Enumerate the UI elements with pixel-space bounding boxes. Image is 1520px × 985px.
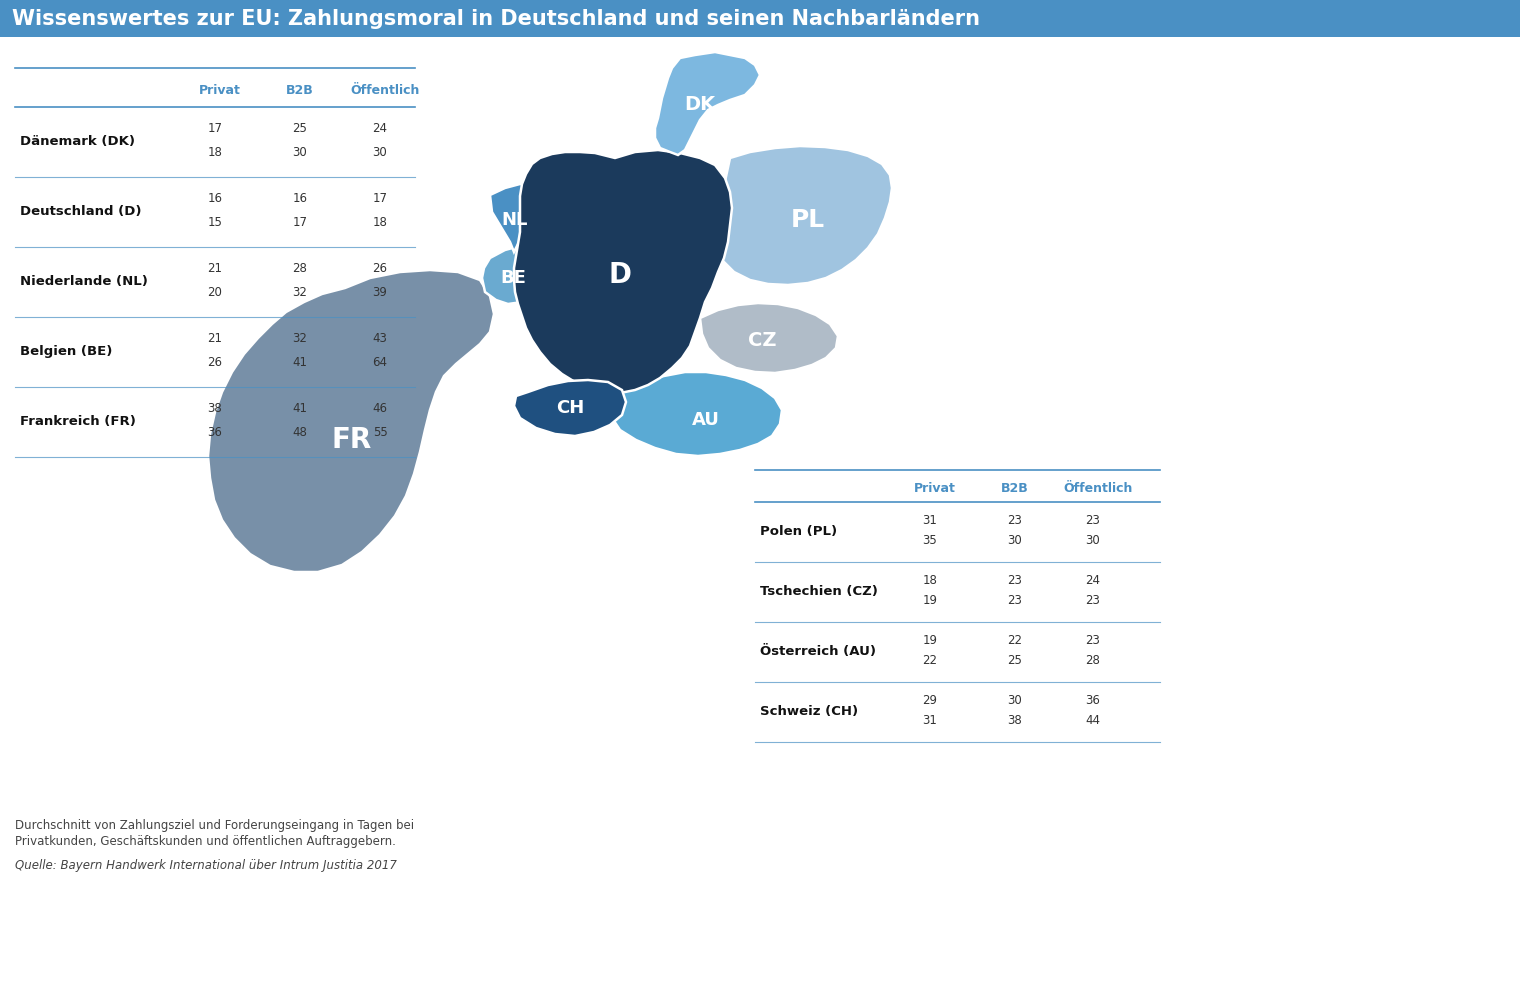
Polygon shape <box>613 372 781 456</box>
Text: Frankreich (FR): Frankreich (FR) <box>20 416 135 428</box>
Text: 25: 25 <box>292 122 307 136</box>
Text: 24: 24 <box>1085 573 1100 586</box>
Text: Wissenswertes zur EU: Zahlungsmoral in Deutschland und seinen Nachbarländern: Wissenswertes zur EU: Zahlungsmoral in D… <box>12 9 980 29</box>
Text: Niederlande (NL): Niederlande (NL) <box>20 276 147 289</box>
Text: 48: 48 <box>292 427 307 439</box>
Text: 23: 23 <box>1008 573 1023 586</box>
Text: 26: 26 <box>208 357 222 369</box>
Text: 19: 19 <box>923 594 938 607</box>
Polygon shape <box>514 150 733 393</box>
Text: NL: NL <box>502 211 527 229</box>
Text: 22: 22 <box>923 653 938 667</box>
Text: 17: 17 <box>208 122 222 136</box>
Text: 16: 16 <box>292 192 307 206</box>
Text: Privat: Privat <box>199 84 242 97</box>
Text: 30: 30 <box>1008 534 1023 547</box>
Polygon shape <box>514 380 626 436</box>
Text: 23: 23 <box>1085 594 1100 607</box>
Text: 23: 23 <box>1008 513 1023 527</box>
Text: 30: 30 <box>372 147 388 160</box>
Text: 38: 38 <box>1008 713 1023 727</box>
Polygon shape <box>714 146 892 285</box>
Text: PL: PL <box>790 208 825 232</box>
Text: 21: 21 <box>208 262 222 276</box>
Text: Quelle: Bayern Handwerk International über Intrum Justitia 2017: Quelle: Bayern Handwerk International üb… <box>15 859 397 872</box>
Text: 41: 41 <box>292 403 307 416</box>
Polygon shape <box>655 52 760 155</box>
Bar <box>0 0 1520 37</box>
Text: 44: 44 <box>1085 713 1100 727</box>
Text: 22: 22 <box>1008 633 1023 646</box>
Text: Privatkunden, Geschäftskunden und öffentlichen Auftraggebern.: Privatkunden, Geschäftskunden und öffent… <box>15 835 395 848</box>
Text: 28: 28 <box>292 262 307 276</box>
Text: Öffentlich: Öffentlich <box>1064 482 1132 494</box>
Text: 39: 39 <box>372 287 388 299</box>
Text: 23: 23 <box>1008 594 1023 607</box>
Text: Öffentlich: Öffentlich <box>350 84 420 97</box>
Text: 30: 30 <box>1085 534 1100 547</box>
Text: Deutschland (D): Deutschland (D) <box>20 206 141 219</box>
Text: 36: 36 <box>1085 693 1100 706</box>
Text: 29: 29 <box>923 693 938 706</box>
Text: Privat: Privat <box>914 482 956 494</box>
Text: 18: 18 <box>208 147 222 160</box>
Text: Tschechien (CZ): Tschechien (CZ) <box>760 585 879 599</box>
Polygon shape <box>482 246 549 304</box>
Text: B2B: B2B <box>1002 482 1029 494</box>
Text: B2B: B2B <box>286 84 313 97</box>
Text: 28: 28 <box>1085 653 1100 667</box>
Text: 18: 18 <box>923 573 938 586</box>
Text: CH: CH <box>556 399 584 417</box>
Text: Polen (PL): Polen (PL) <box>760 526 838 539</box>
Text: 30: 30 <box>1008 693 1023 706</box>
Text: 36: 36 <box>208 427 222 439</box>
Text: BE: BE <box>500 269 526 287</box>
Text: 32: 32 <box>292 287 307 299</box>
Polygon shape <box>489 184 543 252</box>
Text: 55: 55 <box>372 427 388 439</box>
Text: 23: 23 <box>1085 513 1100 527</box>
Text: 35: 35 <box>923 534 938 547</box>
Text: 46: 46 <box>372 403 388 416</box>
Text: 25: 25 <box>1008 653 1023 667</box>
Text: AU: AU <box>692 411 720 429</box>
Text: 31: 31 <box>923 513 938 527</box>
Text: 17: 17 <box>372 192 388 206</box>
Text: 18: 18 <box>372 217 388 230</box>
Text: 32: 32 <box>292 333 307 346</box>
Polygon shape <box>208 270 494 572</box>
Text: Schweiz (CH): Schweiz (CH) <box>760 705 859 718</box>
Text: 19: 19 <box>923 633 938 646</box>
Text: 24: 24 <box>372 122 388 136</box>
Text: 41: 41 <box>292 357 307 369</box>
Text: Dänemark (DK): Dänemark (DK) <box>20 136 135 149</box>
Text: Belgien (BE): Belgien (BE) <box>20 346 112 359</box>
Text: FR: FR <box>331 426 372 454</box>
Text: D: D <box>608 261 631 289</box>
Text: 31: 31 <box>923 713 938 727</box>
Polygon shape <box>701 303 838 373</box>
Text: 38: 38 <box>208 403 222 416</box>
Text: 15: 15 <box>208 217 222 230</box>
Text: 16: 16 <box>208 192 222 206</box>
Text: Durchschnitt von Zahlungsziel und Forderungseingang in Tagen bei: Durchschnitt von Zahlungsziel und Forder… <box>15 819 413 831</box>
Text: 43: 43 <box>372 333 388 346</box>
Text: 64: 64 <box>372 357 388 369</box>
Text: 21: 21 <box>208 333 222 346</box>
Text: 20: 20 <box>208 287 222 299</box>
Text: CZ: CZ <box>748 331 777 350</box>
Text: 30: 30 <box>293 147 307 160</box>
Text: DK: DK <box>684 96 716 114</box>
Text: 26: 26 <box>372 262 388 276</box>
Text: 17: 17 <box>292 217 307 230</box>
Text: Österreich (AU): Österreich (AU) <box>760 645 876 659</box>
Text: 23: 23 <box>1085 633 1100 646</box>
